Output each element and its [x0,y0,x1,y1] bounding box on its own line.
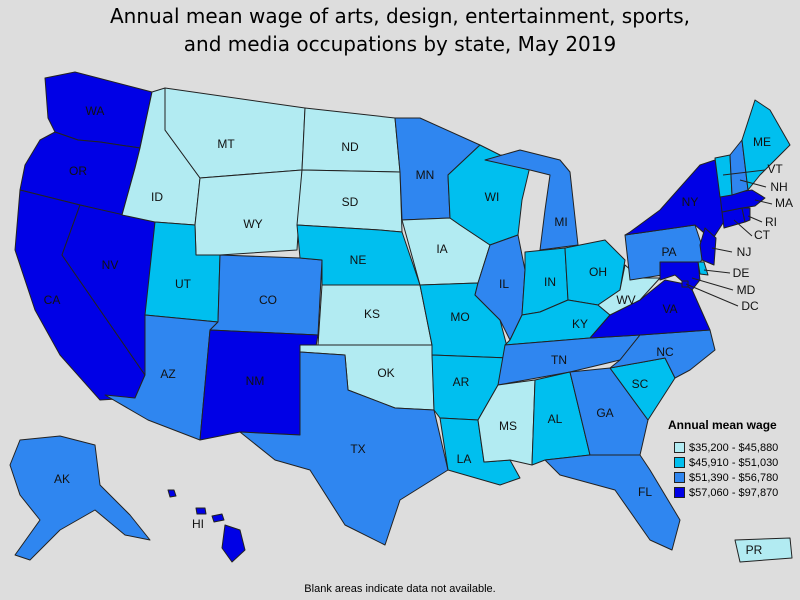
legend-item: $35,200 - $45,880 [668,440,798,455]
map-title: Annual mean wage of arts, design, entert… [0,2,800,58]
legend-title: Annual mean wage [668,418,777,432]
state-WY[interactable] [194,169,303,256]
label-VA: VA [662,302,677,316]
state-TX[interactable] [239,351,449,546]
legend-item: $45,910 - $51,030 [668,455,798,470]
label-CO: CO [259,293,277,307]
legend-swatch [674,487,685,498]
label-FL: FL [638,485,652,499]
label-SC: SC [632,377,649,391]
legend-label: $57,060 - $97,870 [689,486,779,499]
footnote: Blank areas indicate data not available. [304,583,496,595]
label-OK: OK [377,366,394,380]
label-IL: IL [499,277,509,291]
legend-item: $51,390 - $56,780 [668,470,798,485]
label-MS: MS [499,419,517,433]
legend-label: $45,910 - $51,030 [689,456,779,469]
label-PA: PA [661,245,676,259]
label-RI: RI [765,215,777,229]
state-AK[interactable] [9,435,151,561]
state-NY[interactable] [624,159,726,241]
label-IA: IA [436,242,447,256]
label-HI: HI [192,517,204,531]
state-WV[interactable] [597,264,661,316]
label-PR: PR [746,543,763,557]
title-line-1: Annual mean wage of arts, design, entert… [110,4,690,28]
label-WY: WY [243,217,262,231]
label-UT: UT [175,277,192,291]
state-labels: WA OR CA NV ID MT WY UT AZ CO NM ND SD N… [44,104,793,557]
leader-line-de [703,269,731,274]
legend-swatch [674,457,685,468]
label-MO: MO [450,310,469,324]
legend: Annual mean wage $35,200 - $45,880 $45,9… [668,418,798,500]
state-HI[interactable] [167,489,246,563]
label-ME: ME [753,135,771,149]
label-AK: AK [54,472,70,486]
state-NJ[interactable] [699,227,717,266]
state-ME[interactable] [741,99,791,191]
label-DE: DE [733,266,750,280]
label-KS: KS [364,307,380,321]
label-MA: MA [775,196,793,210]
label-NJ: NJ [737,245,752,259]
state-WI[interactable] [447,144,533,246]
label-MT: MT [217,137,235,151]
state-GA[interactable] [569,367,649,456]
legend-swatch [674,442,685,453]
legend-item: $57,060 - $97,870 [668,485,798,500]
label-AZ: AZ [160,367,175,381]
legend-label: $51,390 - $56,780 [689,471,779,484]
label-VT: VT [767,162,783,176]
label-GA: GA [596,406,613,420]
state-FL[interactable] [544,454,681,551]
label-WA: WA [86,104,105,118]
label-ND: ND [341,140,359,154]
label-SD: SD [342,195,359,209]
leader-line-md [691,277,734,291]
leader-line-vt [722,169,766,176]
title-line-2: and media occupations by state, May 2019 [183,32,617,56]
state-DC[interactable] [681,280,689,288]
label-DC: DC [741,299,759,313]
label-WI: WI [485,190,500,204]
state-PR[interactable] [734,537,793,563]
leader-line-ma [754,199,773,205]
leader-line-nh [739,179,767,188]
leader-line-dc [685,283,739,307]
label-MD: MD [737,283,756,297]
label-NM: NM [246,374,265,388]
label-NV: NV [102,258,119,272]
label-TN: TN [551,353,567,367]
label-OH: OH [589,265,607,279]
label-ID: ID [151,190,163,204]
label-NH: NH [770,180,787,194]
label-MN: MN [416,168,435,182]
label-LA: LA [457,452,472,466]
label-WV: WV [616,293,635,307]
label-KY: KY [572,317,588,331]
label-NE: NE [350,253,367,267]
label-AR: AR [453,375,470,389]
label-NC: NC [656,345,674,359]
legend-label: $35,200 - $45,880 [689,441,779,454]
state-RI[interactable] [741,207,751,223]
label-OR: OR [69,164,87,178]
legend-swatch [674,472,685,483]
state-MD[interactable] [659,261,701,291]
label-TX: TX [350,442,365,456]
label-CT: CT [754,228,771,242]
state-MI[interactable] [484,149,579,251]
label-MI: MI [554,215,567,229]
label-CA: CA [44,293,61,307]
label-NY: NY [682,195,699,209]
leader-line-nj [711,247,733,253]
leader-line-ri [747,215,763,223]
label-IN: IN [544,275,556,289]
leader-line-ct [733,219,753,237]
label-AL: AL [548,412,563,426]
